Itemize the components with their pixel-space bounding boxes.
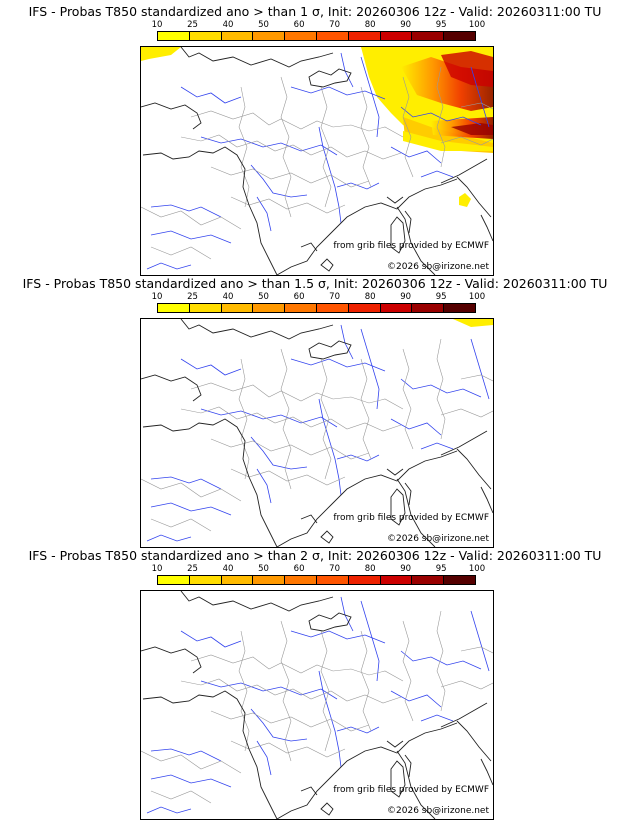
colorbar-segment xyxy=(412,32,445,40)
colorbar xyxy=(157,303,476,313)
colorbar-segment xyxy=(158,304,190,312)
colorbar-segment xyxy=(348,576,381,584)
probability-area xyxy=(451,123,493,135)
colorbar-segment xyxy=(221,32,254,40)
colorbar-segment xyxy=(444,576,475,584)
probability-area xyxy=(141,47,181,61)
colorbar-segment xyxy=(253,32,286,40)
colorbar-segment xyxy=(285,576,317,584)
map-panel-2: IFS - Probas T850 standardized ano > tha… xyxy=(0,276,630,548)
colorbar-ticks: 10 25 40 50 60 70 80 90 95 100 xyxy=(152,564,486,574)
map-canvas xyxy=(141,47,493,275)
colorbar-tick: 25 xyxy=(187,292,198,302)
probability-area xyxy=(459,193,471,207)
colorbar-segment xyxy=(412,304,445,312)
colorbar-tick: 50 xyxy=(258,564,269,574)
panel-title: IFS - Probas T850 standardized ano > tha… xyxy=(28,548,602,563)
probability-area xyxy=(441,51,493,87)
colorbar-tick: 25 xyxy=(187,20,198,30)
colorbar-segment xyxy=(348,304,381,312)
colorbar-segment xyxy=(316,576,349,584)
colorbar-segment xyxy=(412,576,445,584)
copyright-credit: ©2026 sb@irizone.net xyxy=(387,534,489,544)
probability-map: from grib files provided by ECMWF ©2026 … xyxy=(140,318,494,548)
colorbar-tick: 50 xyxy=(258,20,269,30)
panel-title: IFS - Probas T850 standardized ano > tha… xyxy=(28,4,602,19)
colorbar-segment xyxy=(158,32,190,40)
colorbar-tick: 50 xyxy=(258,292,269,302)
copyright-credit: ©2026 sb@irizone.net xyxy=(387,806,489,816)
colorbar-tick: 70 xyxy=(329,564,341,574)
colorbar-ticks: 10 25 40 50 60 70 80 90 95 100 xyxy=(152,20,486,30)
colorbar-segment xyxy=(221,576,254,584)
colorbar-segment xyxy=(189,576,222,584)
colorbar-segment xyxy=(285,32,317,40)
colorbar-tick: 60 xyxy=(293,20,305,30)
panel-title: IFS - Probas T850 standardized ano > tha… xyxy=(22,276,608,291)
colorbar-segment xyxy=(380,304,413,312)
map-panel-1: IFS - Probas T850 standardized ano > tha… xyxy=(0,4,630,276)
colorbar-tick: 80 xyxy=(364,20,376,30)
colorbar-tick: 80 xyxy=(364,292,376,302)
colorbar-tick: 70 xyxy=(329,20,341,30)
probability-area xyxy=(453,319,493,327)
colorbar-segment xyxy=(444,304,475,312)
colorbar-segment xyxy=(253,576,286,584)
colorbar-tick: 40 xyxy=(222,292,234,302)
colorbar-tick: 90 xyxy=(400,292,412,302)
colorbar-segment xyxy=(189,304,222,312)
colorbar-tick: 10 xyxy=(151,292,163,302)
colorbar-tick: 100 xyxy=(468,564,486,574)
colorbar xyxy=(157,575,476,585)
colorbar-tick: 70 xyxy=(329,292,341,302)
source-credit: from grib files provided by ECMWF xyxy=(333,785,489,795)
colorbar-tick: 60 xyxy=(293,564,305,574)
colorbar-segment xyxy=(316,304,349,312)
colorbar-tick: 25 xyxy=(187,564,198,574)
source-credit: from grib files provided by ECMWF xyxy=(333,241,489,251)
probability-map: from grib files provided by ECMWF ©2026 … xyxy=(140,590,494,820)
colorbar-tick: 95 xyxy=(435,564,447,574)
colorbar-segment xyxy=(189,32,222,40)
colorbar-segment xyxy=(253,304,286,312)
colorbar-tick: 95 xyxy=(435,20,447,30)
probability-area xyxy=(403,131,493,151)
colorbar-tick: 100 xyxy=(468,20,486,30)
colorbar-tick: 10 xyxy=(151,20,163,30)
probability-map: from grib files provided by ECMWF ©2026 … xyxy=(140,46,494,276)
colorbar-segment xyxy=(158,576,190,584)
colorbar-tick: 40 xyxy=(222,564,234,574)
colorbar-tick: 10 xyxy=(151,564,163,574)
colorbar-segment xyxy=(444,32,475,40)
colorbar-segment xyxy=(380,576,413,584)
colorbar-tick: 40 xyxy=(222,20,234,30)
colorbar-segment xyxy=(316,32,349,40)
colorbar-tick: 100 xyxy=(468,292,486,302)
map-canvas xyxy=(141,319,493,547)
copyright-credit: ©2026 sb@irizone.net xyxy=(387,262,489,272)
colorbar-tick: 90 xyxy=(400,20,412,30)
colorbar-segment xyxy=(348,32,381,40)
source-credit: from grib files provided by ECMWF xyxy=(333,513,489,523)
colorbar xyxy=(157,31,476,41)
colorbar-tick: 90 xyxy=(400,564,412,574)
colorbar-segment xyxy=(285,304,317,312)
colorbar-tick: 80 xyxy=(364,564,376,574)
colorbar-segment xyxy=(221,304,254,312)
colorbar-segment xyxy=(380,32,413,40)
colorbar-ticks: 10 25 40 50 60 70 80 90 95 100 xyxy=(152,292,486,302)
colorbar-tick: 95 xyxy=(435,292,447,302)
colorbar-tick: 60 xyxy=(293,292,305,302)
map-panel-3: IFS - Probas T850 standardized ano > tha… xyxy=(0,548,630,820)
